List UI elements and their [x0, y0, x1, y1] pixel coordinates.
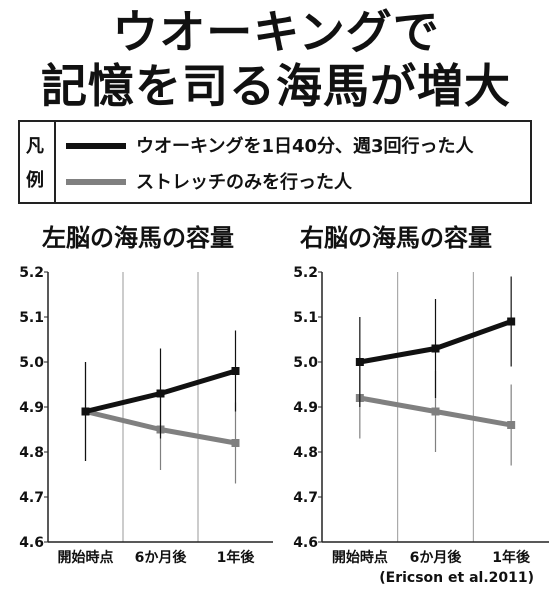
- y-tick-label: 5.0: [19, 355, 44, 371]
- y-tick-label: 5.2: [293, 265, 318, 281]
- y-tick-label: 4.9: [293, 400, 318, 416]
- y-tick-label: 5.1: [293, 310, 318, 326]
- data-point: [507, 421, 516, 429]
- chart-title-left: 左脳の海馬の容量: [42, 224, 234, 252]
- data-point: [431, 344, 440, 353]
- legend-header: 凡 例: [20, 122, 56, 202]
- citation: (Ericson et al.2011): [379, 570, 534, 586]
- y-tick-label: 4.7: [293, 490, 318, 506]
- chart-title-right: 右脳の海馬の容量: [300, 224, 492, 252]
- chart-left: 4.6 4.7 4.8 4.9 5.0 5.1 5.2 開始時点 6か月後 1年後: [19, 265, 273, 566]
- series-walking-left: [81, 330, 240, 461]
- y-tick-label: 5.1: [19, 310, 44, 326]
- data-point: [431, 407, 440, 416]
- data-point: [81, 407, 90, 416]
- data-point: [355, 358, 364, 366]
- legend-label-stretching: ストレッチのみを行った人: [136, 172, 352, 193]
- y-tick-label: 4.6: [293, 535, 318, 551]
- y-tick-label: 5.2: [19, 265, 44, 281]
- data-point: [156, 389, 165, 398]
- headline-line-2: 記憶を司る海馬が増大: [41, 59, 511, 113]
- y-tick-label: 4.8: [293, 445, 318, 461]
- y-tick-label: 4.7: [19, 490, 44, 506]
- chart-right: 4.6 4.7 4.8 4.9 5.0 5.1 5.2 開始時点 6か月後 1年後: [293, 265, 549, 566]
- y-tick-label: 4.9: [19, 400, 44, 416]
- data-point: [231, 367, 240, 375]
- y-tick-label: 5.0: [293, 355, 318, 371]
- x-tick-label: 1年後: [217, 549, 256, 566]
- legend-header-top: 凡: [26, 136, 44, 157]
- y-tick-label: 4.8: [19, 445, 44, 461]
- series-walking-right: [355, 276, 516, 407]
- legend-swatch-stretching: [66, 179, 126, 185]
- legend-label-walking: ウオーキングを1日40分、週3回行った人: [136, 136, 474, 157]
- x-tick-label: 開始時点: [332, 549, 388, 566]
- data-point: [231, 439, 240, 447]
- legend-box: 凡 例 ウオーキングを1日40分、週3回行った人 ストレッチのみを行った人: [18, 120, 532, 204]
- y-tick-label: 4.6: [19, 535, 44, 551]
- legend-header-bottom: 例: [26, 170, 44, 191]
- headline-line-1: ウオーキングで: [112, 5, 440, 59]
- x-tick-label: 6か月後: [410, 549, 463, 566]
- x-tick-label: 1年後: [492, 549, 531, 566]
- legend-swatch-walking: [66, 143, 126, 149]
- data-point: [507, 317, 516, 326]
- x-tick-label: 開始時点: [58, 549, 114, 566]
- x-tick-label: 6か月後: [135, 549, 188, 566]
